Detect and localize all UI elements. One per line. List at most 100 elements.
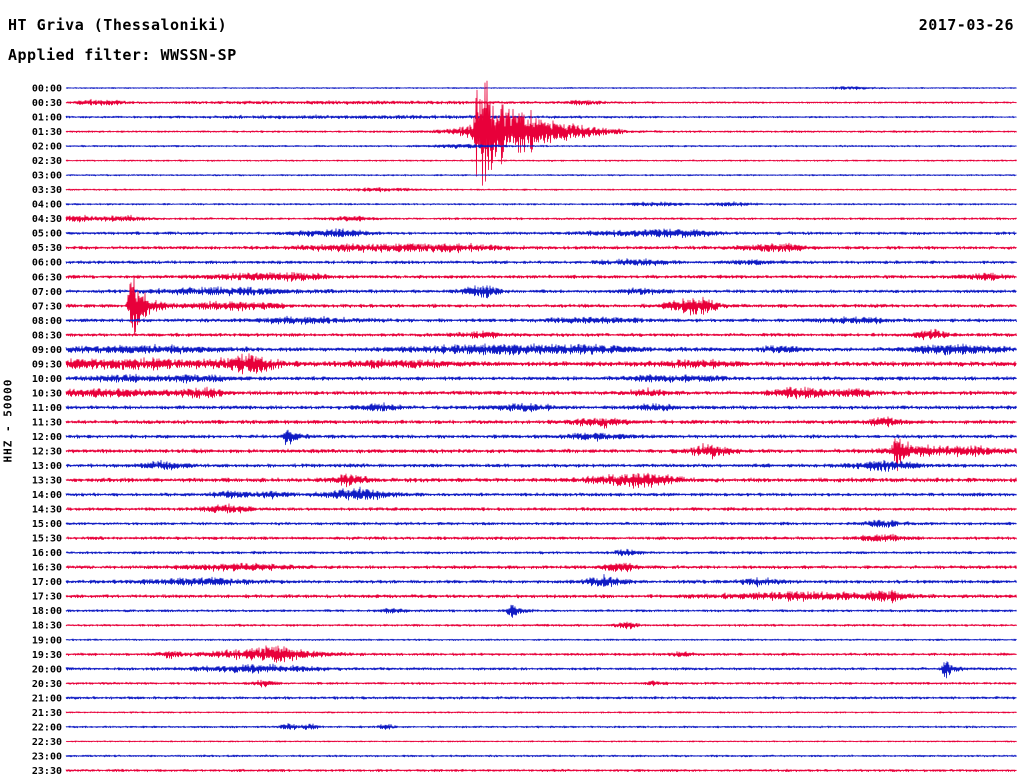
trace-16:30 <box>65 562 1017 573</box>
time-label-06:00: 06:00 <box>32 258 62 269</box>
trace-15:00 <box>65 519 1017 528</box>
time-label-10:00: 10:00 <box>32 374 62 385</box>
trace-12:30 <box>65 438 1017 472</box>
trace-17:00 <box>65 574 1017 588</box>
trace-01:00 <box>65 114 1017 120</box>
trace-21:00 <box>65 696 1017 700</box>
time-label-21:00: 21:00 <box>32 693 62 704</box>
time-label-13:30: 13:30 <box>32 476 62 487</box>
time-label-19:30: 19:30 <box>32 650 62 661</box>
time-label-05:00: 05:00 <box>32 229 62 240</box>
time-label-18:00: 18:00 <box>32 606 62 617</box>
trace-19:00 <box>65 638 1017 642</box>
time-label-03:30: 03:30 <box>32 185 62 196</box>
trace-02:30 <box>65 159 1017 162</box>
time-label-16:00: 16:00 <box>32 548 62 559</box>
trace-13:00 <box>65 459 1017 472</box>
time-label-22:00: 22:00 <box>32 722 62 733</box>
trace-01:30 <box>65 80 1017 186</box>
trace-09:00 <box>65 343 1017 356</box>
trace-08:00 <box>65 315 1017 325</box>
time-label-13:00: 13:00 <box>32 461 62 472</box>
time-label-02:30: 02:30 <box>32 156 62 167</box>
trace-02:00 <box>65 143 1017 149</box>
trace-05:30 <box>65 242 1017 254</box>
trace-07:00 <box>65 285 1017 299</box>
trace-06:30 <box>65 271 1017 282</box>
trace-22:00 <box>65 723 1017 731</box>
time-label-01:30: 01:30 <box>32 127 62 138</box>
trace-11:00 <box>65 402 1017 413</box>
trace-03:30 <box>65 187 1017 193</box>
time-label-23:30: 23:30 <box>32 766 62 777</box>
trace-04:30 <box>65 214 1017 223</box>
time-label-05:30: 05:30 <box>32 243 62 254</box>
time-label-18:30: 18:30 <box>32 621 62 632</box>
time-label-04:30: 04:30 <box>32 214 62 225</box>
time-label-17:00: 17:00 <box>32 577 62 588</box>
time-label-09:30: 09:30 <box>32 359 62 370</box>
time-label-12:30: 12:30 <box>32 447 62 458</box>
time-label-19:00: 19:00 <box>32 635 62 646</box>
trace-17:30 <box>65 589 1017 604</box>
time-label-06:30: 06:30 <box>32 272 62 283</box>
trace-11:30 <box>65 416 1017 429</box>
trace-20:00 <box>65 661 1017 679</box>
time-label-10:30: 10:30 <box>32 388 62 399</box>
time-label-11:30: 11:30 <box>32 418 62 429</box>
time-label-03:00: 03:00 <box>32 171 62 182</box>
trace-10:30 <box>65 386 1017 400</box>
trace-23:30 <box>65 768 1017 773</box>
time-label-21:30: 21:30 <box>32 708 62 719</box>
trace-19:30 <box>65 645 1017 663</box>
trace-04:00 <box>65 201 1017 207</box>
trace-00:00 <box>65 86 1017 91</box>
trace-14:30 <box>65 503 1017 514</box>
trace-00:30 <box>65 98 1017 106</box>
time-label-16:30: 16:30 <box>32 563 62 574</box>
time-label-17:30: 17:30 <box>32 592 62 603</box>
time-label-11:00: 11:00 <box>32 403 62 414</box>
time-label-20:00: 20:00 <box>32 664 62 675</box>
trace-03:00 <box>65 173 1017 177</box>
trace-06:00 <box>65 258 1017 267</box>
time-label-12:00: 12:00 <box>32 432 62 443</box>
trace-14:00 <box>65 486 1017 501</box>
trace-12:00 <box>65 429 1017 446</box>
time-label-22:30: 22:30 <box>32 737 62 748</box>
trace-23:00 <box>65 754 1017 758</box>
time-label-01:00: 01:00 <box>32 113 62 124</box>
time-label-15:30: 15:30 <box>32 534 62 545</box>
trace-09:30 <box>65 353 1017 375</box>
time-label-08:00: 08:00 <box>32 316 62 327</box>
time-label-23:00: 23:00 <box>32 751 62 762</box>
trace-13:30 <box>65 472 1017 489</box>
time-label-08:30: 08:30 <box>32 330 62 341</box>
time-label-04:00: 04:00 <box>32 200 62 211</box>
trace-07:30 <box>65 275 1017 334</box>
time-label-07:30: 07:30 <box>32 301 62 312</box>
time-label-02:00: 02:00 <box>32 142 62 153</box>
trace-18:00 <box>65 604 1017 618</box>
time-label-14:30: 14:30 <box>32 505 62 516</box>
time-label-07:00: 07:00 <box>32 287 62 298</box>
date-label: 2017-03-26 <box>918 16 1014 34</box>
time-label-00:30: 00:30 <box>32 98 62 109</box>
filter-label: Applied filter: WWSSN-SP <box>8 46 237 64</box>
trace-10:00 <box>65 373 1017 384</box>
station-title: HT Griva (Thessaloniki) <box>8 16 228 34</box>
time-label-00:00: 00:00 <box>32 84 62 95</box>
trace-08:30 <box>65 328 1017 341</box>
trace-15:30 <box>65 533 1017 542</box>
trace-05:00 <box>65 228 1017 239</box>
trace-18:30 <box>65 621 1017 630</box>
trace-21:30 <box>65 711 1017 714</box>
time-label-20:30: 20:30 <box>32 679 62 690</box>
time-label-14:00: 14:00 <box>32 490 62 501</box>
time-label-15:00: 15:00 <box>32 519 62 530</box>
trace-20:30 <box>65 679 1017 688</box>
time-label-09:00: 09:00 <box>32 345 62 356</box>
trace-16:00 <box>65 548 1017 557</box>
